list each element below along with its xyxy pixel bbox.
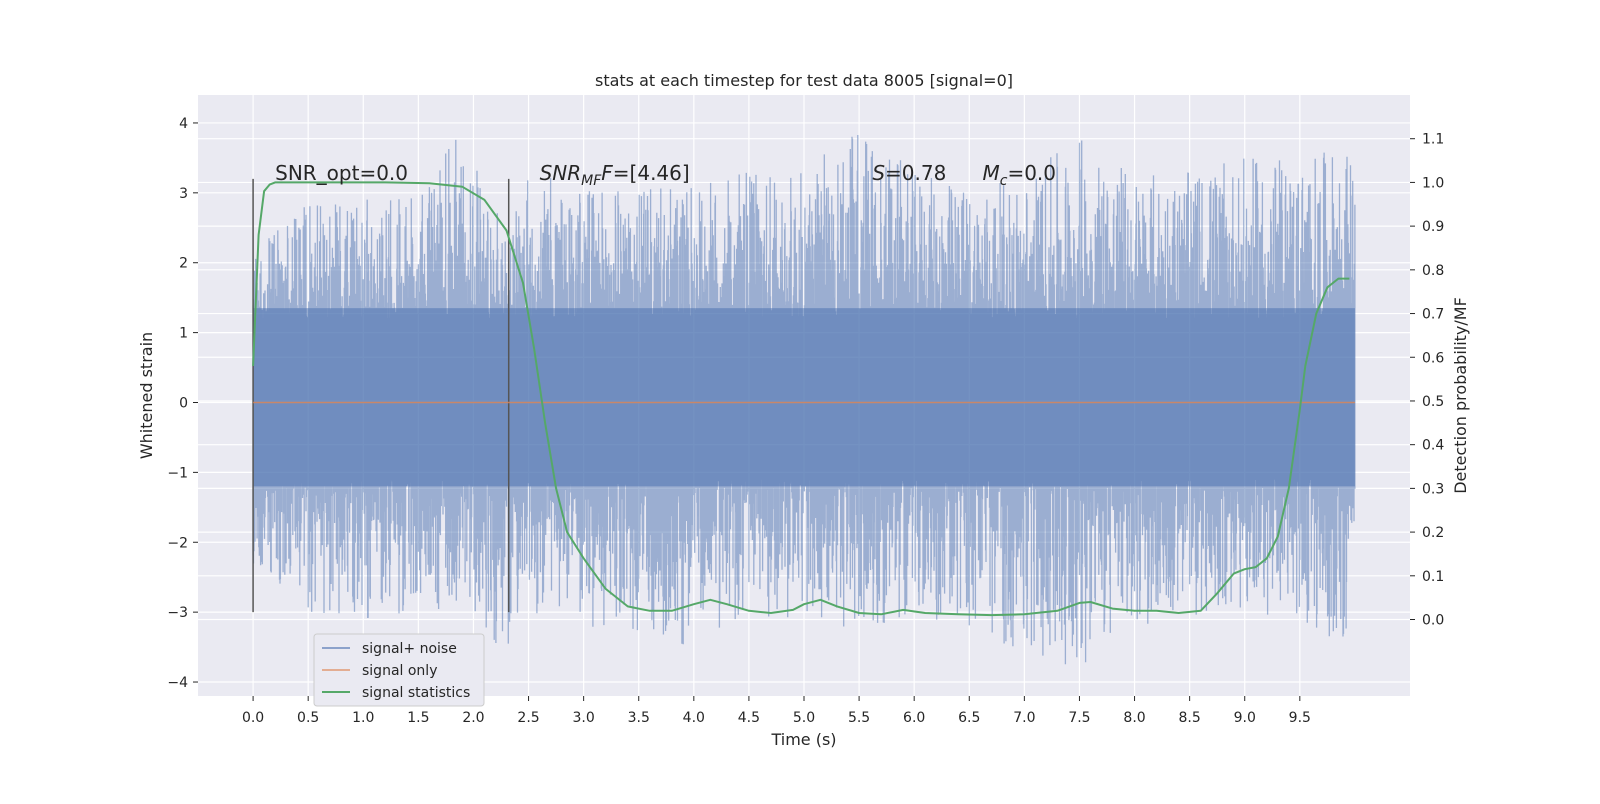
annotation-snr-mf-f: F xyxy=(601,161,613,185)
annotation-snr-mf-subscript: MF xyxy=(581,173,602,189)
y-right-tick-label: 0.2 xyxy=(1422,525,1444,541)
x-tick-label: 6.5 xyxy=(958,710,980,726)
x-tick-label: 8.5 xyxy=(1179,710,1201,726)
y-tick-label: 4 xyxy=(179,116,188,132)
y-tick-label: 1 xyxy=(179,326,188,342)
y-axis-label: Whitened strain xyxy=(137,332,156,459)
x-tick-label: 1.0 xyxy=(352,710,374,726)
x-tick-label: 6.0 xyxy=(903,710,925,726)
y-axis-right-label: Detection probability/MF xyxy=(1451,297,1470,494)
y-right-tick-label: 0.9 xyxy=(1422,219,1444,235)
x-tick-label: 2.5 xyxy=(517,710,539,726)
x-axis-label: Time (s) xyxy=(770,730,836,749)
annotation-mc-value: =0.0 xyxy=(1007,161,1056,185)
x-tick-label: 1.5 xyxy=(407,710,429,726)
y-right-tick-label: 0.3 xyxy=(1422,481,1444,497)
y-tick-label: −4 xyxy=(167,675,188,691)
x-tick-label: 9.5 xyxy=(1289,710,1311,726)
y-tick-label: −3 xyxy=(167,605,188,621)
chart-legend: signal+ noise signal only signal statist… xyxy=(313,633,485,707)
y-right-tick-label: 0.1 xyxy=(1422,569,1444,585)
y-right-tick-label: 1.0 xyxy=(1422,175,1444,191)
legend-label-signal-only: signal only xyxy=(362,663,437,679)
annotation-s-symbol: S xyxy=(872,161,885,185)
series-lines xyxy=(252,181,1355,617)
annotation-snr-mf-value: =[4.46] xyxy=(613,161,690,185)
x-tick-label: 4.0 xyxy=(683,710,705,726)
x-tick-label: 3.0 xyxy=(573,710,595,726)
legend-box xyxy=(313,633,485,707)
tick-labels: 0.0 0.5 1.0 1.5 2.0 2.5 3.0 3.5 4.0 4.5 5.0 5.5 6.0 6… xyxy=(167,116,1444,726)
chart-title: stats at each timestep for test data 800… xyxy=(595,71,1013,90)
x-tick-label: 5.0 xyxy=(793,710,815,726)
annotation-mc-subscript: c xyxy=(1000,173,1008,189)
vertical-markers xyxy=(252,178,510,613)
y-right-tick-label: 0.0 xyxy=(1422,613,1444,629)
annotation-s: S=0.78 xyxy=(872,161,946,185)
y-tick-label: 3 xyxy=(179,186,188,202)
x-tick-label: 7.0 xyxy=(1013,710,1035,726)
annotation-mc: Mc=0.0 xyxy=(982,161,1056,189)
y-tick-label: −2 xyxy=(167,535,188,551)
annotation-mc-symbol: M xyxy=(982,161,999,185)
x-tick-label: 0.0 xyxy=(242,710,264,726)
annotation-snr-mf: SNRMFF=[4.46] xyxy=(540,161,690,189)
legend-label-signal-noise: signal+ noise xyxy=(362,641,457,657)
x-tick-label: 5.5 xyxy=(848,710,870,726)
y-right-tick-label: 0.6 xyxy=(1422,350,1444,366)
legend-label-signal-statistics: signal statistics xyxy=(362,685,470,701)
y-right-tick-label: 0.7 xyxy=(1422,307,1444,323)
x-tick-label: 3.5 xyxy=(628,710,650,726)
y-right-tick-label: 0.5 xyxy=(1422,394,1444,410)
x-tick-label: 7.5 xyxy=(1068,710,1090,726)
y-tick-label: 0 xyxy=(179,395,188,411)
series-signal-noise xyxy=(252,135,1356,665)
signal-statistics-line xyxy=(252,181,1350,617)
y-tick-label: −1 xyxy=(167,465,188,481)
y-right-tick-label: 0.8 xyxy=(1422,263,1444,279)
y-right-tick-label: 1.1 xyxy=(1422,132,1444,148)
y-tick-label: 2 xyxy=(179,256,188,272)
annotation-snr-opt: SNR_opt=0.0 xyxy=(275,161,408,185)
x-tick-label: 8.0 xyxy=(1123,710,1145,726)
annotation-snr-mf-symbol: SNR xyxy=(540,161,582,185)
y-right-tick-label: 0.4 xyxy=(1422,438,1444,454)
x-tick-label: 4.5 xyxy=(738,710,760,726)
x-tick-label: 2.0 xyxy=(462,710,484,726)
x-tick-label: 9.0 xyxy=(1234,710,1256,726)
x-tick-label: 0.5 xyxy=(297,710,319,726)
annotation-s-value: =0.78 xyxy=(885,161,946,185)
